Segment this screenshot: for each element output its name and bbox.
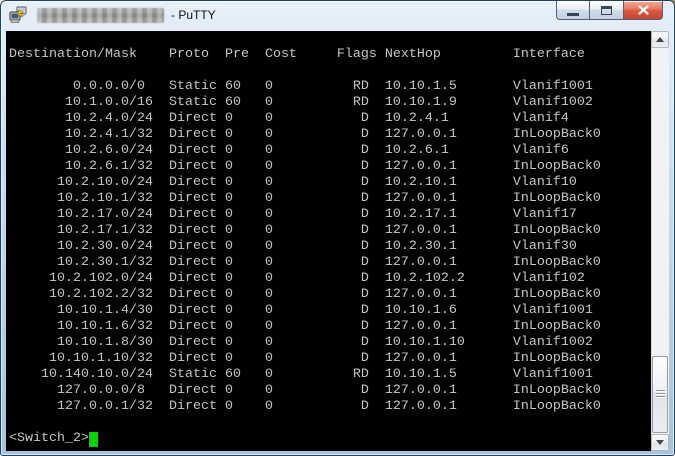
minimize-button[interactable] <box>556 1 590 20</box>
scroll-down-button[interactable] <box>651 434 669 451</box>
down-arrow-icon <box>656 440 664 445</box>
maximize-icon <box>601 5 612 15</box>
close-icon <box>637 5 649 15</box>
up-arrow-icon <box>656 37 664 42</box>
putty-app-icon[interactable] <box>9 6 27 24</box>
close-button[interactable] <box>624 1 663 20</box>
window-title: - PuTTY <box>171 8 216 22</box>
scrollbar-thumb[interactable] <box>652 356 668 433</box>
thumb-grip-icon <box>655 390 665 399</box>
window-controls <box>556 1 663 20</box>
redacted-host <box>37 8 164 23</box>
titlebar[interactable]: - PuTTY <box>1 1 674 30</box>
terminal-cursor <box>88 432 98 447</box>
scrollbar-track[interactable] <box>651 48 669 434</box>
terminal-output: Destination/Mask Proto Pre Cost Flags Ne… <box>9 47 601 414</box>
terminal-screen[interactable]: Destination/Mask Proto Pre Cost Flags Ne… <box>6 31 651 451</box>
scrollbar <box>651 31 669 451</box>
minimize-icon <box>567 12 579 16</box>
prompt-line: <Switch_2> <box>9 431 98 447</box>
prompt-text: <Switch_2> <box>9 431 89 446</box>
scroll-up-button[interactable] <box>651 31 669 48</box>
maximize-button[interactable] <box>590 1 624 20</box>
